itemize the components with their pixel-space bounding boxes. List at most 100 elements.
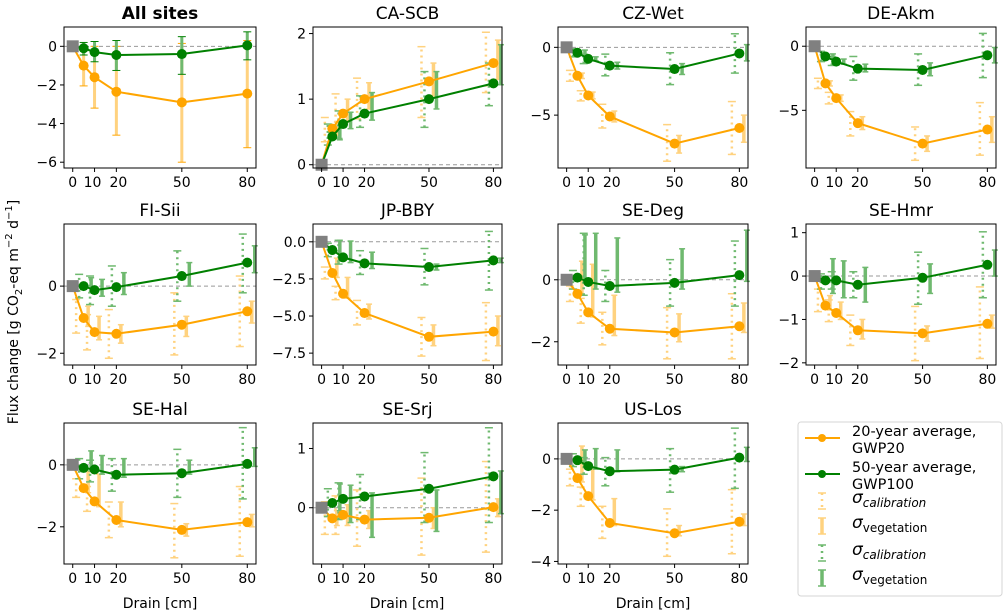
x-tick-label: 10	[84, 372, 102, 388]
axes-frame	[63, 223, 257, 366]
x-tick-label: 80	[484, 571, 502, 587]
x-tick-label: 50	[173, 571, 191, 587]
y-tick-label: −2	[36, 520, 57, 536]
axes-frame	[805, 26, 997, 169]
x-tick-label: 0	[68, 571, 77, 587]
reference-marker	[315, 501, 328, 514]
point-gwp20	[327, 513, 338, 524]
point-gwp100	[604, 60, 615, 71]
legend-frame	[797, 421, 1003, 597]
point-gwp20	[669, 138, 680, 149]
point-gwp100	[111, 50, 122, 61]
point-gwp100	[423, 262, 434, 273]
point-gwp100	[982, 259, 993, 270]
legend-marker-icon	[818, 434, 826, 442]
y-tick-label: −2	[530, 503, 551, 519]
y-tick-label: −4	[36, 117, 57, 133]
x-tick-label: 50	[420, 372, 438, 388]
point-gwp100	[488, 471, 499, 482]
point-gwp100	[820, 275, 831, 286]
point-gwp100	[583, 53, 594, 64]
axes-frame	[63, 26, 257, 169]
panel-se-hal: SE-Hal 0 10 20 50 80 0 −2	[36, 400, 258, 587]
legend-label: 20-year average,	[852, 424, 976, 440]
point-gwp20	[604, 111, 615, 122]
point-gwp100	[734, 48, 745, 59]
panel-title: SE-Hal	[132, 400, 188, 420]
point-gwp20	[583, 491, 594, 502]
axes-frame	[557, 223, 749, 366]
y-tick-label: 0	[48, 458, 57, 474]
panel-ca-scb: CA-SCB 0 10 20 50 80 0 1 2	[297, 4, 504, 191]
point-gwp20	[338, 108, 349, 119]
y-tick-label: 0	[542, 273, 551, 289]
point-gwp100	[734, 452, 745, 463]
point-gwp100	[78, 462, 89, 473]
point-gwp100	[78, 281, 89, 292]
y-tick-label: −4	[530, 554, 551, 570]
series-line-gwp100	[321, 475, 494, 509]
x-tick-label: 0	[317, 571, 326, 587]
point-gwp20	[488, 502, 499, 513]
point-gwp100	[338, 493, 349, 504]
panel-title: US-Los	[624, 400, 682, 420]
y-tick-label: 0	[48, 279, 57, 295]
point-gwp20	[359, 308, 370, 319]
panel-title: JP-BBY	[380, 201, 435, 221]
series-line-gwp20	[813, 45, 988, 145]
point-gwp100	[338, 252, 349, 263]
legend-label: σvegetation	[852, 565, 927, 587]
point-gwp20	[734, 321, 745, 332]
point-gwp20	[982, 318, 993, 329]
point-gwp100	[423, 483, 434, 494]
reference-marker	[808, 40, 821, 53]
x-tick-label: 0	[562, 175, 571, 191]
y-tick-label: 0	[542, 40, 551, 56]
point-gwp100	[176, 271, 187, 282]
x-tick-label: 20	[851, 175, 869, 191]
point-gwp100	[423, 94, 434, 105]
point-gwp20	[583, 307, 594, 318]
point-gwp20	[488, 326, 499, 337]
y-tick-label: 0	[542, 452, 551, 468]
y-tick-label: 1	[297, 92, 306, 108]
point-gwp100	[176, 468, 187, 479]
point-gwp20	[572, 288, 583, 299]
panel-title: DE-Akm	[867, 4, 935, 24]
x-tick-label: 80	[730, 372, 748, 388]
axes-frame	[63, 422, 257, 565]
x-tick-label: 50	[666, 571, 684, 587]
x-axis-label-col1: Drain [cm]	[123, 596, 198, 612]
axes-frame	[312, 223, 503, 366]
series-line-gwp20	[71, 285, 248, 335]
point-gwp100	[111, 469, 122, 480]
axes-frame	[312, 422, 503, 565]
point-gwp20	[572, 473, 583, 484]
point-gwp20	[604, 323, 615, 334]
point-gwp100	[359, 258, 370, 269]
panel-title: SE-Deg	[622, 201, 684, 221]
y-tick-label: 1	[297, 441, 306, 457]
x-tick-label: 10	[825, 372, 843, 388]
x-tick-label: 0	[68, 175, 77, 191]
reference-marker	[66, 40, 79, 53]
point-gwp100	[669, 64, 680, 75]
legend-item: 20-year average,GWP20	[805, 424, 976, 457]
y-tick-label: −6	[36, 155, 57, 171]
x-axis-label-col2: Drain [cm]	[370, 596, 445, 612]
point-gwp20	[669, 528, 680, 539]
y-tick-label: 0	[790, 269, 799, 285]
series-line-gwp100	[320, 241, 494, 269]
panel-all-sites: All sites 0 10 20 50 80 0 −2 −4 −6	[36, 4, 257, 191]
reference-marker	[66, 458, 79, 471]
point-gwp100	[327, 244, 338, 255]
point-gwp20	[176, 319, 187, 330]
point-gwp100	[831, 56, 842, 67]
point-gwp100	[669, 464, 680, 475]
x-tick-label: 0	[317, 175, 326, 191]
x-tick-label: 50	[173, 175, 191, 191]
point-gwp20	[111, 86, 122, 97]
x-tick-label: 20	[358, 372, 376, 388]
